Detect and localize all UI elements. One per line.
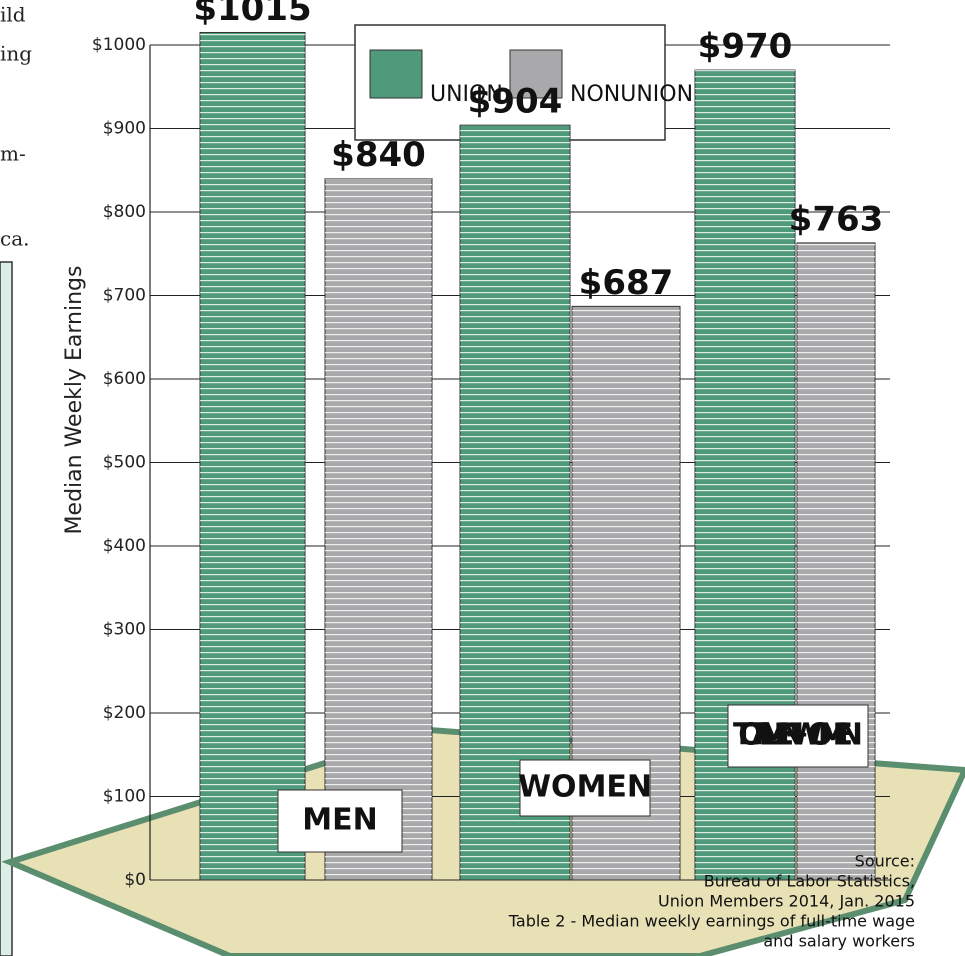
category-label: MEN: [302, 803, 377, 838]
bar-stripes: [460, 125, 570, 880]
source-line: and salary workers: [763, 932, 915, 951]
source-line: Table 2 - Median weekly earnings of full…: [508, 912, 915, 931]
side-panel: [0, 261, 13, 956]
y-tick-label: $500: [103, 453, 146, 473]
value-label: $904: [468, 82, 563, 122]
category-label: WOMEN: [518, 770, 652, 805]
category-box: [727, 704, 869, 768]
y-tick-label: $900: [103, 119, 146, 139]
value-label: $1015: [193, 0, 311, 29]
value-label: $840: [331, 135, 426, 175]
legend-label: UNION: [430, 82, 503, 107]
y-tick-label: $600: [103, 369, 146, 389]
y-tick-label: $200: [103, 703, 146, 723]
y-tick-label: $400: [103, 536, 146, 556]
legend-label: NONUNION: [570, 82, 693, 107]
value-label: $763: [789, 199, 884, 239]
value-label: $970: [698, 27, 793, 67]
margin-text: ild: [0, 3, 26, 27]
category-box: [519, 759, 651, 817]
legend-swatch: [509, 49, 563, 99]
y-axis-label: Median Weekly Earnings: [62, 266, 87, 535]
y-tick-label: $0: [124, 870, 146, 890]
y-tick-label: $100: [103, 787, 146, 807]
source-line: Union Members 2014, Jan. 2015: [658, 892, 915, 911]
source-line: Source:: [855, 852, 915, 871]
margin-text: ca.: [0, 227, 29, 251]
y-tick-label: $800: [103, 202, 146, 222]
category-box: [277, 789, 403, 853]
legend-swatch: [369, 49, 423, 99]
margin-text: m-: [0, 142, 26, 166]
source-line: Bureau of Labor Statistics,: [704, 872, 915, 891]
y-tick-label: $300: [103, 620, 146, 640]
category-label: TOTAL MEN + WOMEN: [733, 718, 863, 753]
y-tick-label: $700: [103, 286, 146, 306]
bar-stripes: [325, 178, 432, 881]
margin-text: ing: [0, 42, 32, 66]
y-tick-label: $1000: [92, 35, 146, 55]
bar-stripes: [200, 32, 305, 881]
value-label: $687: [579, 263, 674, 303]
bar-stripes: [797, 242, 875, 880]
